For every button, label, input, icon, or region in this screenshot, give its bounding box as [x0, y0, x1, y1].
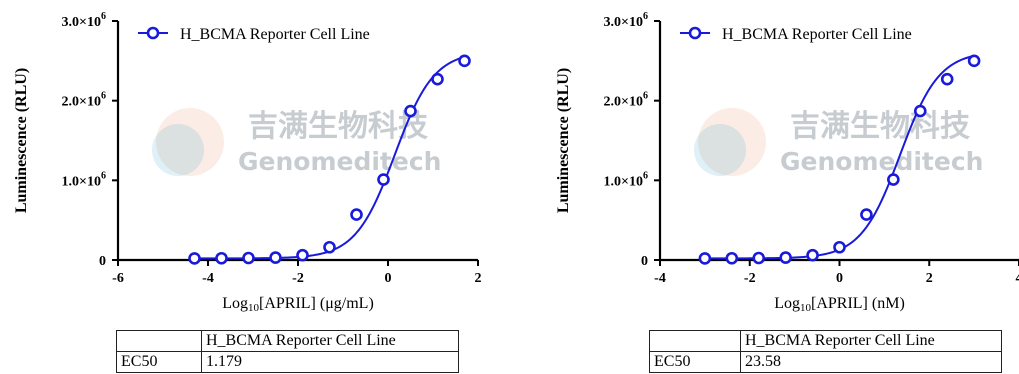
chart-panel-right: 吉满生物科技 Genomeditech -4 -2 0 2 4 0 1.0×106 2.0×106…: [545, 0, 1019, 374]
table-header-cell: [649, 330, 741, 352]
x-axis-title: Log10[APRIL] (nM): [774, 295, 905, 314]
y-tick-label-base: 1.0×10: [604, 174, 643, 189]
data-point: [967, 54, 981, 68]
y-tick-label: 0: [99, 254, 106, 269]
watermark-logo: [152, 124, 204, 176]
ec50-table-right: H_BCMA Reporter Cell Line EC50 23.58: [649, 330, 1002, 373]
ec50-table-left: H_BCMA Reporter Cell Line EC50 1.179: [116, 330, 459, 373]
watermark-logo: [156, 108, 224, 176]
x-axis-title-suffix: [APRIL] (nM): [811, 295, 905, 312]
watermark-text-en: Genomeditech: [238, 147, 441, 176]
data-point: [242, 251, 255, 265]
watermark-logo: [698, 108, 766, 176]
data-point: [752, 251, 766, 265]
x-tick-label: -6: [112, 271, 124, 286]
data-point: [431, 72, 444, 86]
data-point: [779, 251, 792, 264]
watermark-logo: [694, 124, 746, 176]
y-tick-label: 1.0×106: [604, 170, 648, 189]
table-header-cell: [116, 330, 202, 352]
legend-marker: [146, 26, 160, 40]
data-point: [725, 251, 739, 265]
legend-label: H_BCMA Reporter Cell Line: [180, 26, 370, 43]
y-tick-label-base: 3.0×10: [62, 15, 101, 30]
y-tick-label-base: 0: [99, 254, 106, 269]
y-tick-label-base: 3.0×10: [604, 15, 643, 30]
table-header-row: H_BCMA Reporter Cell Line: [649, 330, 1002, 352]
table-header-cell: H_BCMA Reporter Cell Line: [740, 330, 1002, 352]
y-tick-label-exponent: 6: [101, 170, 106, 181]
legend-marker: [688, 26, 702, 40]
data-point: [323, 240, 336, 254]
data-point: [269, 251, 282, 264]
y-tick-label: 1.0×106: [62, 170, 106, 189]
watermark-text-en: Genomeditech: [780, 147, 983, 176]
y-tick-label-base: 2.0×10: [62, 95, 101, 110]
data-point: [404, 104, 417, 118]
data-point: [296, 248, 309, 262]
x-tick-label: 0: [836, 271, 843, 286]
data-point: [350, 208, 363, 221]
data-point: [215, 251, 228, 265]
y-tick-label-exponent: 6: [101, 91, 106, 102]
data-point: [913, 104, 927, 118]
y-tick-label-exponent: 6: [101, 11, 106, 22]
watermark-text-cn: 吉满生物科技: [248, 109, 428, 144]
chart-panel-left: 吉满生物科技 Genomeditech -6 -4 -2 0 2 0 1.0×106 2.0×10…: [0, 0, 505, 374]
table-cell: EC50: [649, 351, 741, 373]
x-axis-title-prefix: Log: [222, 295, 248, 312]
x-axis-title: Log10[APRIL] (μg/mL): [222, 295, 374, 314]
x-axis-title-subscript: 10: [800, 302, 812, 314]
data-point: [698, 252, 712, 265]
legend-label: H_BCMA Reporter Cell Line: [722, 26, 912, 43]
y-tick-label-base: 2.0×10: [604, 95, 643, 110]
data-point: [806, 248, 819, 262]
y-tick-label-exponent: 6: [643, 170, 648, 181]
x-axis-title-suffix: [APRIL] (μg/mL): [259, 295, 374, 312]
y-tick-label: 3.0×106: [604, 11, 648, 30]
x-axis-title-prefix: Log: [774, 295, 800, 312]
x-tick-label: 2: [926, 271, 933, 286]
data-point: [833, 240, 846, 254]
table-cell: 23.58: [740, 351, 1002, 373]
y-tick-label-exponent: 6: [643, 11, 648, 22]
y-tick-label: 2.0×106: [62, 91, 106, 110]
x-tick-label: -4: [654, 271, 666, 286]
table-cell: EC50: [116, 351, 202, 373]
x-tick-label: -2: [744, 271, 756, 286]
x-tick-label: 4: [1016, 271, 1019, 286]
x-tick-label: 2: [475, 271, 482, 286]
table-header-row: H_BCMA Reporter Cell Line: [116, 330, 459, 352]
table-cell: 1.179: [201, 351, 459, 373]
x-tick-label: -2: [292, 271, 304, 286]
y-tick-label-base: 0: [641, 254, 648, 269]
data-point: [458, 54, 471, 68]
data-point: [887, 173, 900, 186]
x-tick-label: 0: [385, 271, 392, 286]
x-tick-label: -4: [202, 271, 214, 286]
y-tick-label: 3.0×106: [62, 11, 106, 30]
data-point: [860, 208, 873, 221]
table-header-cell: H_BCMA Reporter Cell Line: [201, 330, 459, 352]
y-axis-title: Luminescence (RLU): [13, 68, 30, 213]
y-tick-label-base: 1.0×10: [62, 174, 101, 189]
data-point: [940, 72, 954, 86]
data-point: [188, 252, 201, 265]
y-tick-label: 0: [641, 254, 648, 269]
table-row: EC50 1.179: [116, 351, 459, 373]
x-axis-title-subscript: 10: [248, 302, 260, 314]
data-point: [377, 173, 390, 186]
watermark-text-cn: 吉满生物科技: [790, 109, 970, 144]
y-tick-label-exponent: 6: [643, 91, 648, 102]
y-tick-label: 2.0×106: [604, 91, 648, 110]
table-row: EC50 23.58: [649, 351, 1002, 373]
y-axis-title: Luminescence (RLU): [555, 68, 572, 213]
